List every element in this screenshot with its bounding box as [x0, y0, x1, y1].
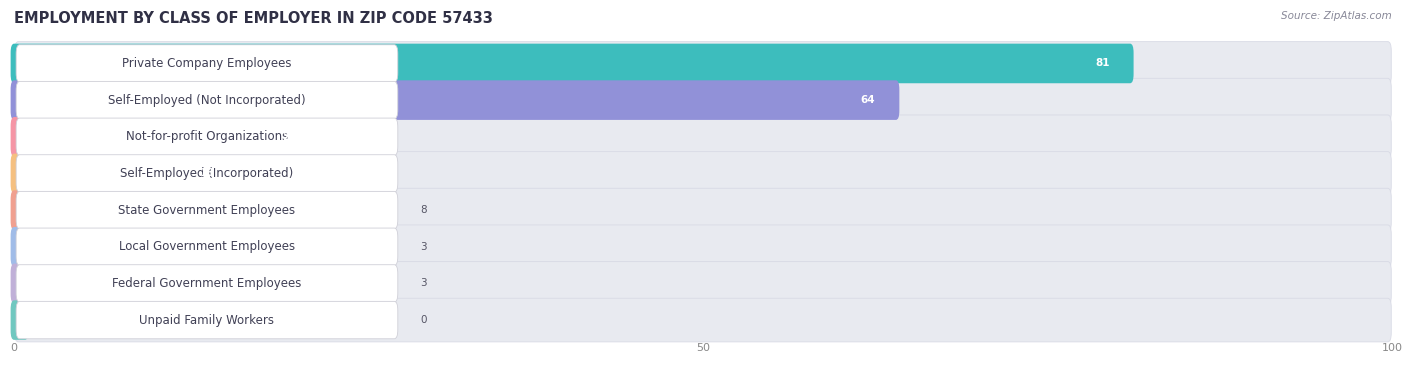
- Text: 16: 16: [200, 168, 214, 179]
- FancyBboxPatch shape: [14, 298, 1392, 342]
- FancyBboxPatch shape: [15, 191, 398, 229]
- FancyBboxPatch shape: [15, 302, 398, 339]
- Text: 81: 81: [1095, 58, 1109, 68]
- Text: EMPLOYMENT BY CLASS OF EMPLOYER IN ZIP CODE 57433: EMPLOYMENT BY CLASS OF EMPLOYER IN ZIP C…: [14, 11, 494, 26]
- Text: Not-for-profit Organizations: Not-for-profit Organizations: [127, 130, 288, 143]
- FancyBboxPatch shape: [14, 78, 1392, 122]
- FancyBboxPatch shape: [15, 155, 398, 192]
- FancyBboxPatch shape: [11, 44, 1133, 83]
- Text: 22: 22: [283, 132, 297, 142]
- FancyBboxPatch shape: [15, 82, 398, 119]
- Text: Source: ZipAtlas.com: Source: ZipAtlas.com: [1281, 11, 1392, 21]
- FancyBboxPatch shape: [11, 190, 128, 230]
- Text: Private Company Employees: Private Company Employees: [122, 57, 291, 70]
- Text: 8: 8: [420, 205, 427, 215]
- FancyBboxPatch shape: [15, 228, 398, 265]
- FancyBboxPatch shape: [11, 154, 238, 193]
- Text: 3: 3: [420, 278, 427, 288]
- Text: State Government Employees: State Government Employees: [118, 203, 295, 217]
- FancyBboxPatch shape: [14, 115, 1392, 159]
- FancyBboxPatch shape: [11, 300, 28, 340]
- Text: Self-Employed (Not Incorporated): Self-Employed (Not Incorporated): [108, 94, 305, 107]
- FancyBboxPatch shape: [14, 225, 1392, 268]
- Text: 64: 64: [860, 95, 876, 105]
- Text: Self-Employed (Incorporated): Self-Employed (Incorporated): [121, 167, 294, 180]
- FancyBboxPatch shape: [14, 152, 1392, 195]
- FancyBboxPatch shape: [11, 80, 900, 120]
- Text: 0: 0: [420, 315, 427, 325]
- FancyBboxPatch shape: [14, 188, 1392, 232]
- Text: Federal Government Employees: Federal Government Employees: [112, 277, 302, 290]
- FancyBboxPatch shape: [15, 45, 398, 82]
- Text: Local Government Employees: Local Government Employees: [120, 240, 295, 253]
- FancyBboxPatch shape: [11, 117, 321, 156]
- FancyBboxPatch shape: [11, 227, 59, 267]
- FancyBboxPatch shape: [11, 264, 59, 303]
- FancyBboxPatch shape: [15, 265, 398, 302]
- Text: Unpaid Family Workers: Unpaid Family Workers: [139, 314, 274, 327]
- FancyBboxPatch shape: [14, 262, 1392, 305]
- Text: 3: 3: [420, 242, 427, 252]
- FancyBboxPatch shape: [15, 118, 398, 155]
- FancyBboxPatch shape: [14, 42, 1392, 85]
